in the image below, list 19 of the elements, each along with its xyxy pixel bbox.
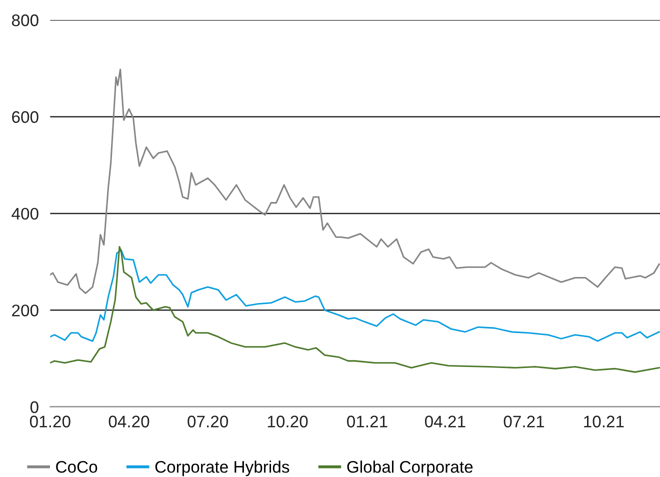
line-series <box>50 246 660 373</box>
y-tick-label: 200 <box>12 304 38 316</box>
y-tick-label: 400 <box>12 208 38 220</box>
legend-label: Corporate Hybrids <box>155 460 290 476</box>
x-tick-label: 07.21 <box>504 416 544 428</box>
x-tick-label: 04.21 <box>424 416 466 428</box>
line-series <box>50 249 660 342</box>
legend-label: CoCo <box>56 461 98 473</box>
x-tick-label: 07.20 <box>188 416 228 428</box>
x-tick-label: 04.20 <box>108 416 150 428</box>
x-tick-label: 01.21 <box>347 416 388 428</box>
x-tick-label: 10.21 <box>584 416 624 428</box>
y-tick-label: 800 <box>12 14 38 26</box>
x-tick-label: 01.20 <box>30 416 70 428</box>
y-tick-label: 600 <box>12 111 38 123</box>
y-tick-label: 0 <box>30 401 38 414</box>
legend-label: Global Corporate <box>347 460 473 476</box>
line-series <box>50 68 660 294</box>
x-tick-label: 10.20 <box>268 416 308 428</box>
